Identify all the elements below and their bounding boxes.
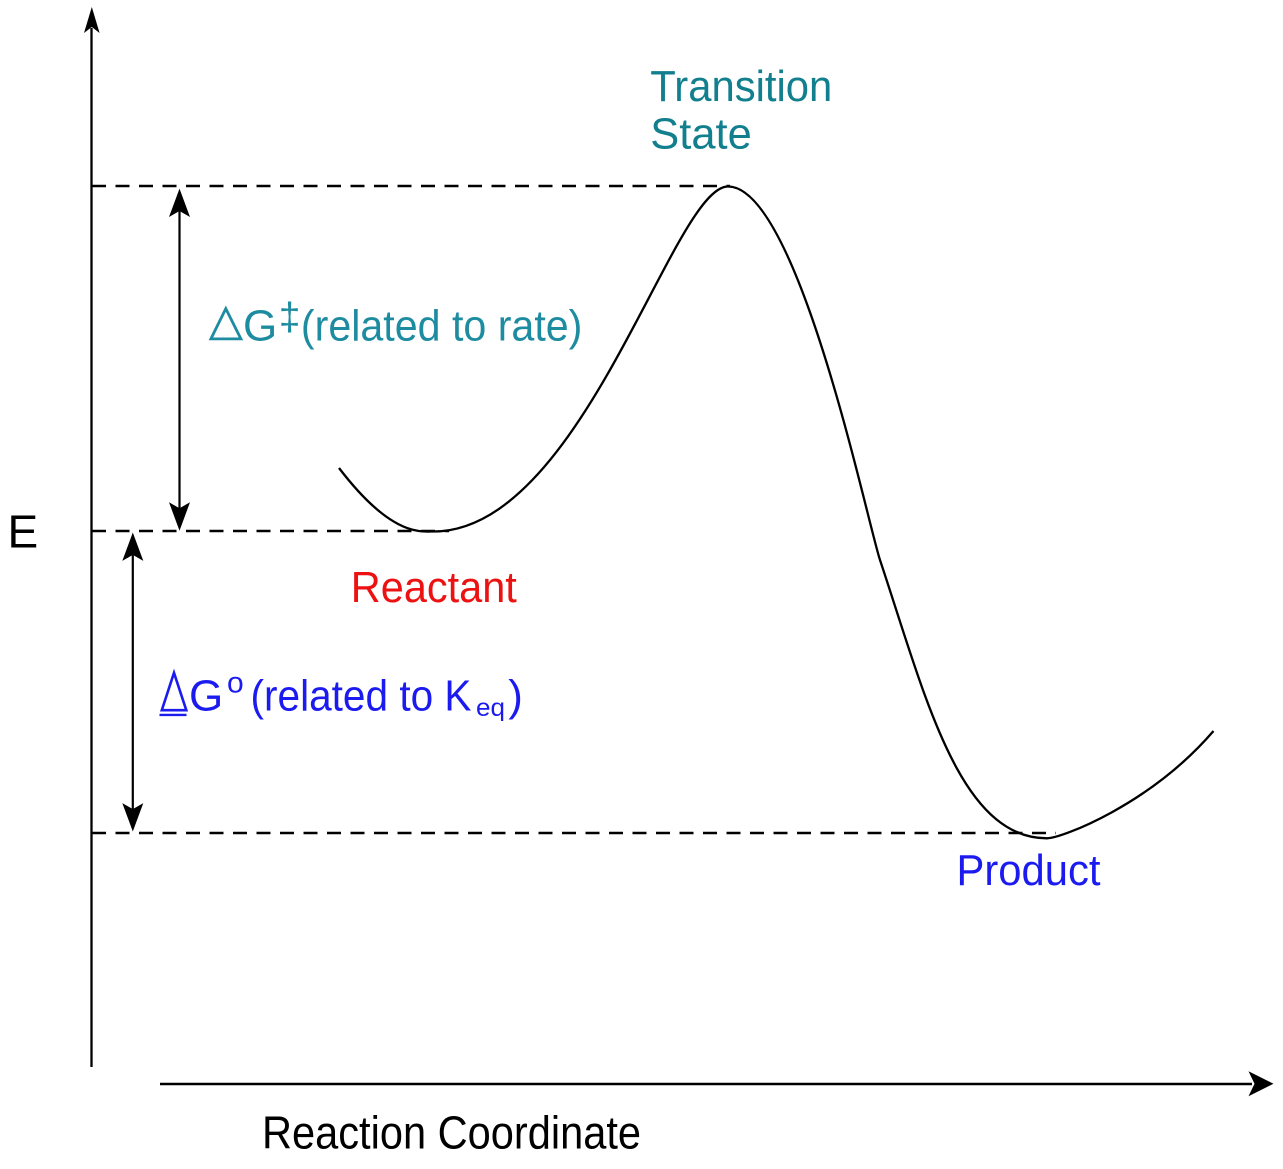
svg-text:Reaction Coordinate: Reaction Coordinate	[262, 1107, 641, 1159]
svg-text:eq: eq	[476, 694, 505, 722]
svg-text:State: State	[650, 110, 752, 159]
svg-text:Transition: Transition	[650, 62, 832, 111]
svg-text:Product: Product	[957, 846, 1101, 895]
svg-text:o: o	[227, 667, 244, 700]
svg-text:Reactant: Reactant	[351, 563, 517, 612]
svg-text:‡: ‡	[279, 296, 301, 339]
svg-text:E: E	[8, 506, 39, 558]
svg-text:G: G	[189, 672, 223, 721]
svg-text:G: G	[243, 302, 277, 351]
svg-text:): )	[508, 672, 523, 721]
svg-text:(related to rate): (related to rate)	[301, 302, 583, 351]
svg-text:(related to K: (related to K	[251, 672, 472, 721]
